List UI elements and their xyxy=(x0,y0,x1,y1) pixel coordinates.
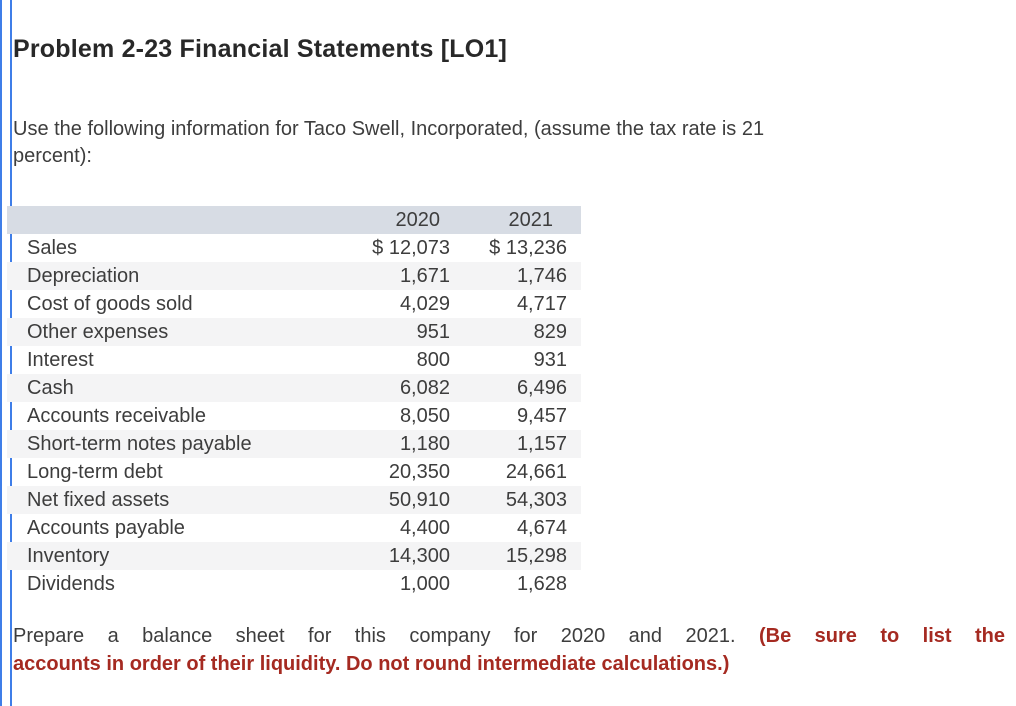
value-2020: 1,000 xyxy=(399,573,450,595)
intro-line-2: percent): xyxy=(13,145,92,167)
table-row-depreciation: Depreciation 1,671 1,746 xyxy=(7,262,581,290)
row-label: Accounts receivable xyxy=(27,405,206,427)
quote-border-outer xyxy=(0,0,2,706)
quote-border-inner xyxy=(10,0,12,706)
row-label: Depreciation xyxy=(27,265,140,287)
row-label: Long-term debt xyxy=(27,461,163,483)
table-header-row: 2020 2021 xyxy=(7,206,581,234)
table-row-sales: Sales $ 12,073 $ 13,236 xyxy=(7,234,581,262)
table-row-cash: Cash 6,082 6,496 xyxy=(7,374,581,402)
value-2021: 54,303 xyxy=(505,489,567,511)
instruction-red-start: (Be sure to list the xyxy=(758,625,1005,647)
table-row-cost-of-goods-sold: Cost of goods sold 4,029 4,717 xyxy=(7,290,581,318)
row-label: Sales xyxy=(27,237,78,259)
financial-table: 2020 2021 Sales $ 12,073 $ 13,236 Deprec… xyxy=(7,206,581,598)
row-label: Interest xyxy=(27,349,94,371)
value-2021: 4,717 xyxy=(516,293,567,315)
value-2021: 1,746 xyxy=(516,265,567,287)
instruction-line-1: Prepare a balance sheet for this company… xyxy=(13,622,1005,650)
intro-line-1: Use the following information for Taco S… xyxy=(13,118,765,140)
value-2021: 1,157 xyxy=(516,433,567,455)
row-label: Other expenses xyxy=(27,321,169,343)
value-2021: 24,661 xyxy=(505,461,567,483)
row-label: Inventory xyxy=(27,545,110,567)
value-2021: 6,496 xyxy=(516,377,567,399)
value-2021: 931 xyxy=(533,349,567,371)
value-2021: 829 xyxy=(533,321,567,343)
value-2020: 6,082 xyxy=(399,377,450,399)
value-2020: 4,400 xyxy=(399,517,450,539)
intro-paragraph: Use the following information for Taco S… xyxy=(13,116,1005,170)
value-2020: 1,180 xyxy=(399,433,450,455)
row-label: Net fixed assets xyxy=(27,489,170,511)
value-2021: 15,298 xyxy=(505,545,567,567)
row-label: Cash xyxy=(27,377,74,399)
value-2020: 14,300 xyxy=(388,545,450,567)
value-2021: 9,457 xyxy=(516,405,567,427)
table-row-interest: Interest 800 931 xyxy=(7,346,581,374)
row-label: Dividends xyxy=(27,573,115,595)
row-label: Short-term notes payable xyxy=(27,433,252,455)
table-row-long-term-debt: Long-term debt 20,350 24,661 xyxy=(7,458,581,486)
value-2020: 800 xyxy=(416,349,450,371)
value-2021: 1,628 xyxy=(516,573,567,595)
instruction-line-2: accounts in order of their liquidity. Do… xyxy=(13,653,730,675)
column-header-2021: 2021 xyxy=(508,209,554,231)
table-row-accounts-receivable: Accounts receivable 8,050 9,457 xyxy=(7,402,581,430)
value-2021: 4,674 xyxy=(516,517,567,539)
row-label: Accounts payable xyxy=(27,517,185,539)
column-header-empty xyxy=(27,206,317,234)
table-row-dividends: Dividends 1,000 1,628 xyxy=(7,570,581,598)
value-2020: 20,350 xyxy=(388,461,450,483)
value-2020: 8,050 xyxy=(399,405,450,427)
row-label: Cost of goods sold xyxy=(27,293,193,315)
value-2020: 4,029 xyxy=(399,293,450,315)
column-header-2020: 2020 xyxy=(395,209,441,231)
table-row-net-fixed-assets: Net fixed assets 50,910 54,303 xyxy=(7,486,581,514)
value-2020: $ 12,073 xyxy=(372,237,450,259)
table-row-accounts-payable: Accounts payable 4,400 4,674 xyxy=(7,514,581,542)
instruction-paragraph: Prepare a balance sheet for this company… xyxy=(13,622,1005,678)
problem-content: Problem 2-23 Financial Statements [LO1] … xyxy=(7,35,1005,678)
value-2021: $ 13,236 xyxy=(489,237,567,259)
table-row-short-term-notes-payable: Short-term notes payable 1,180 1,157 xyxy=(7,430,581,458)
table-row-other-expenses: Other expenses 951 829 xyxy=(7,318,581,346)
instruction-black-text: Prepare a balance sheet for this company… xyxy=(13,625,736,647)
table-row-inventory: Inventory 14,300 15,298 xyxy=(7,542,581,570)
page-title: Problem 2-23 Financial Statements [LO1] xyxy=(13,35,508,63)
value-2020: 1,671 xyxy=(399,265,450,287)
value-2020: 951 xyxy=(416,321,450,343)
value-2020: 50,910 xyxy=(388,489,450,511)
